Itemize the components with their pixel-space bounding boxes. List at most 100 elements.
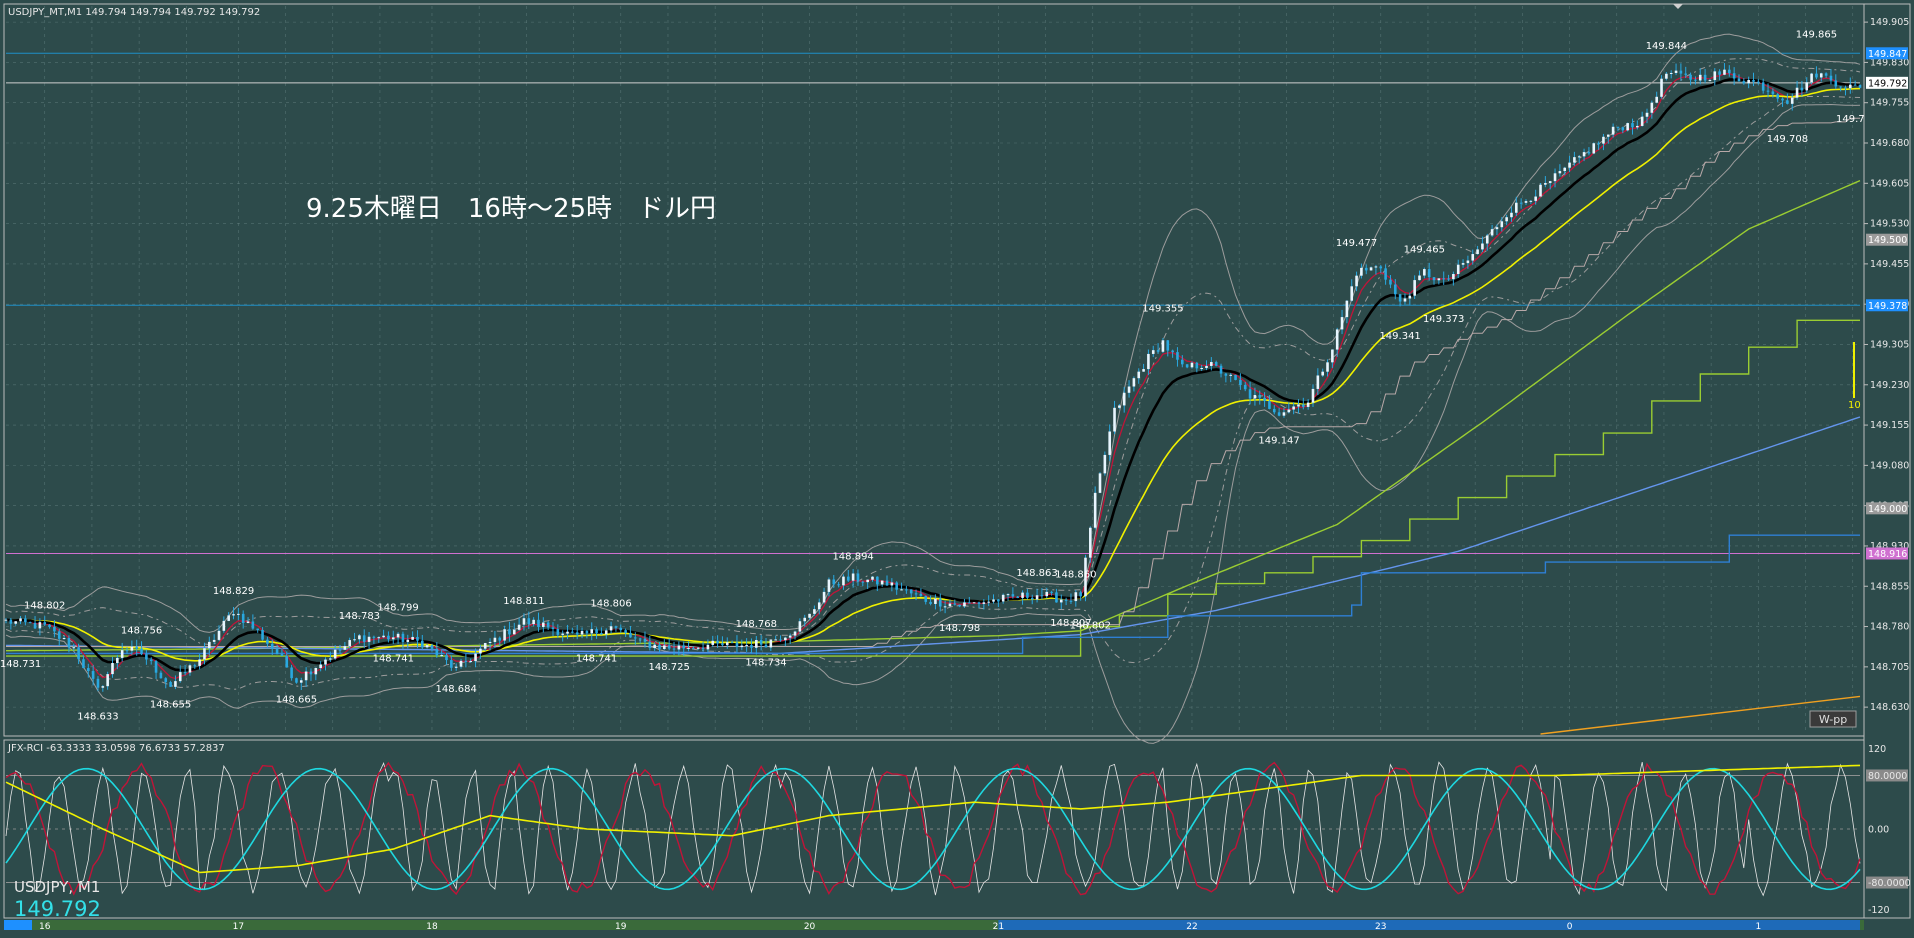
candle-body	[1151, 350, 1155, 354]
candle-body	[1819, 73, 1823, 78]
rci-level-tag	[1866, 769, 1908, 782]
candle-body	[977, 602, 981, 604]
candle-body	[77, 647, 80, 660]
price-label: 148.863	[1016, 568, 1057, 579]
candle-body	[992, 599, 995, 602]
candle-body	[1519, 202, 1523, 204]
candle-body	[338, 649, 342, 651]
candle-body	[145, 654, 148, 660]
candle-body	[1853, 84, 1857, 86]
candle-body	[1384, 268, 1387, 280]
candle-body	[72, 647, 76, 649]
price-label: 149.465	[1404, 245, 1445, 256]
candle-body	[924, 595, 928, 602]
price-label: 148.741	[373, 653, 414, 664]
candle-body	[193, 665, 197, 667]
price-tag-label: 148.916	[1868, 549, 1907, 560]
candle-body	[130, 646, 134, 651]
price-tag-label: 149.000	[1868, 504, 1907, 515]
candle-body	[1723, 69, 1726, 75]
y-tick-label: 148.705	[1870, 662, 1909, 673]
candle-body	[1205, 365, 1208, 369]
y-axis: 149.905 149.830 149.755 149.680 149.605 149.5…	[1864, 17, 1909, 713]
candle-body	[1742, 81, 1746, 84]
price-label: 148.633	[77, 712, 118, 723]
candle-body	[464, 660, 468, 662]
candle-body	[1515, 202, 1518, 213]
x-axis-bar	[4, 920, 1864, 930]
x-tick-label: 18	[426, 922, 438, 932]
candle-body	[1214, 362, 1218, 366]
candle-body	[1287, 409, 1291, 413]
candle-body	[1665, 73, 1668, 79]
price-label: 148.655	[150, 700, 191, 711]
candle-body	[135, 646, 138, 649]
candle-body	[861, 581, 865, 583]
candle-body	[1277, 412, 1281, 416]
candle-body	[401, 633, 405, 642]
w-pp-button[interactable]: W-pp	[1809, 710, 1857, 728]
candle-body	[1602, 136, 1605, 144]
candle-body	[982, 602, 986, 604]
candle-body	[919, 593, 923, 596]
candle-body	[745, 645, 748, 647]
price-tag-label: 149.378	[1868, 301, 1907, 312]
candle-body	[377, 637, 381, 639]
candle-body	[1815, 73, 1818, 78]
candle-body	[106, 674, 109, 687]
candle-body	[1156, 350, 1160, 352]
candle-body	[227, 615, 230, 621]
candle-body	[256, 628, 260, 630]
candle-body	[1374, 266, 1378, 268]
shift-marker-icon[interactable]	[1673, 4, 1683, 9]
candle-body	[1364, 267, 1368, 271]
candle-body	[1510, 212, 1513, 218]
candle-body	[1606, 134, 1610, 137]
atr-value: 10	[1848, 400, 1861, 411]
candle-body	[750, 645, 753, 648]
candle-body	[222, 620, 226, 631]
candle-body	[1790, 97, 1794, 104]
candle-body	[1229, 374, 1233, 376]
candle-body	[561, 633, 564, 635]
w-pp-label: W-pp	[1819, 713, 1847, 726]
candle-body	[251, 621, 255, 629]
candle-body	[575, 632, 579, 635]
candle-body	[488, 641, 492, 643]
candle-body	[1747, 79, 1750, 84]
y-tick-label: 149.905	[1870, 17, 1909, 28]
candle-body	[1524, 201, 1528, 203]
candle-body	[701, 647, 705, 650]
candle-body	[1495, 227, 1499, 230]
x-tick-label: 17	[233, 922, 244, 932]
candle-body	[1713, 71, 1717, 81]
candle-body	[164, 678, 168, 683]
candle-body	[1645, 112, 1649, 117]
price-label: 148.768	[736, 619, 777, 630]
candle-body	[958, 604, 961, 607]
candle-body	[1728, 69, 1731, 74]
chart-annotation: 9.25木曜日 16時～25時 ドル円	[306, 194, 716, 224]
candle-body	[1069, 600, 1073, 602]
candle-body	[619, 627, 623, 631]
candle-body	[358, 635, 361, 640]
price-label: 148.802	[1070, 621, 1111, 632]
orange-line	[1540, 695, 1861, 735]
price-label: 149.147	[1258, 435, 1299, 446]
candle-body	[1718, 71, 1721, 75]
candle-body	[1045, 591, 1049, 597]
candle-body	[755, 639, 758, 648]
candle-body	[1611, 126, 1615, 135]
candle-body	[1800, 87, 1804, 91]
candle-body	[1505, 217, 1508, 222]
candle-body	[914, 593, 918, 595]
candle-body	[1766, 90, 1770, 92]
candle-body	[846, 576, 850, 581]
candle-body	[1795, 87, 1799, 98]
candle-body	[232, 614, 235, 616]
candle-body	[1132, 378, 1136, 387]
candle-body	[551, 627, 555, 630]
candle-body	[1534, 196, 1537, 201]
candle-body	[1679, 70, 1683, 74]
